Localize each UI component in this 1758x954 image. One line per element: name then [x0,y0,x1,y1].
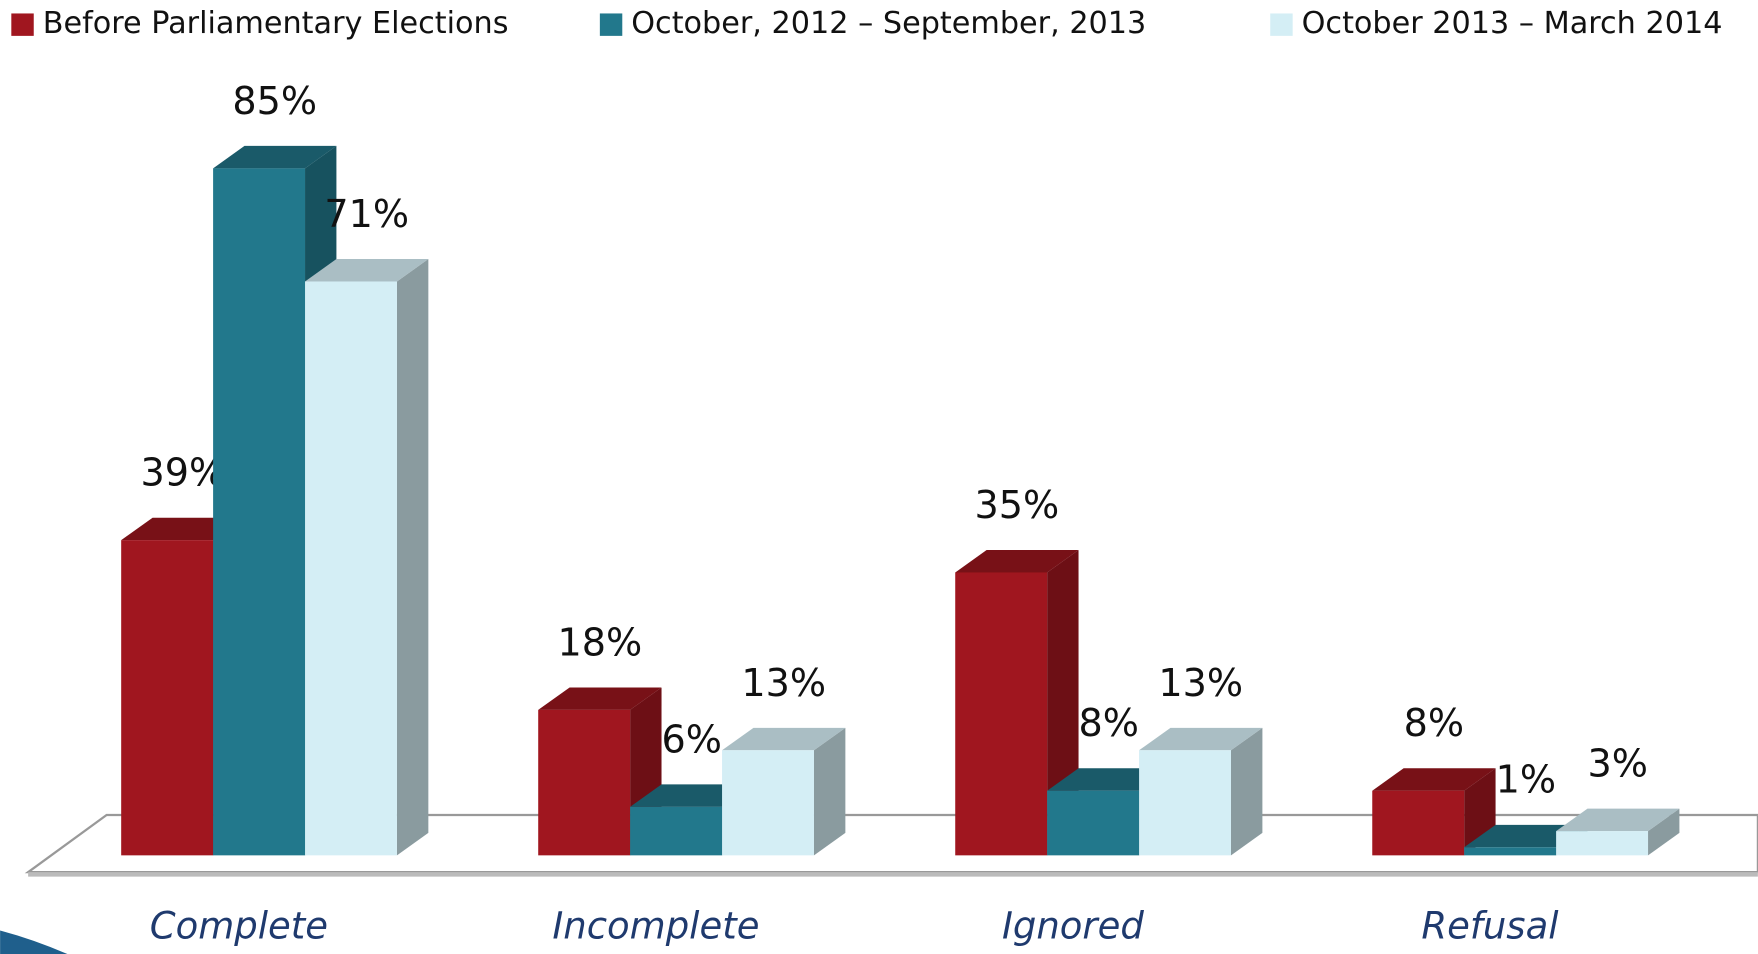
bar-side [1648,808,1680,856]
x-tick-label: Complete [150,905,328,948]
x-tick-label: Incomplete [552,905,759,948]
bar [1556,831,1649,856]
legend-label: October 2013 – March 2014 [1302,6,1723,41]
corner-decoration [0,930,68,954]
legend-swatch [11,13,34,36]
data-label: 3% [1588,742,1648,786]
floor-edge [28,872,1758,877]
bar [722,750,814,856]
legend-swatch [1270,13,1293,36]
data-label: 18% [558,620,643,664]
data-label: 13% [741,661,826,705]
bar-top [538,687,662,710]
data-label: 6% [662,717,722,761]
bar-side [396,259,429,856]
bar-top [722,727,846,751]
bar [630,806,723,856]
bar [1139,750,1232,856]
data-label: 13% [1158,661,1243,705]
bar-top [955,550,1079,573]
bar [1464,847,1557,856]
bar [121,540,214,856]
x-tick-label: Refusal [1421,905,1559,948]
data-label: 39% [140,451,225,495]
bar-top [1372,768,1496,791]
bar-side [813,727,846,856]
data-label: 1% [1496,758,1556,802]
bar-side [1231,727,1263,856]
data-label: 85% [232,79,317,123]
bar-top [305,259,429,282]
data-label: 35% [975,483,1060,527]
bar [305,281,397,856]
bar-top [1139,727,1263,751]
bar-top [213,145,337,169]
legend-swatch [599,13,623,36]
bar [1372,790,1465,856]
x-tick-label: Ignored [1002,905,1144,948]
bar [955,572,1048,856]
data-label: 8% [1079,701,1139,745]
bar [1047,790,1140,856]
legend-label: Before Parliamentary Elections [43,6,509,41]
data-label: 8% [1404,701,1464,745]
bar [213,168,306,856]
bar-top [1556,808,1680,832]
data-label: 71% [324,192,409,236]
legend-label: October, 2012 – September, 2013 [631,6,1146,41]
bar [538,709,631,856]
